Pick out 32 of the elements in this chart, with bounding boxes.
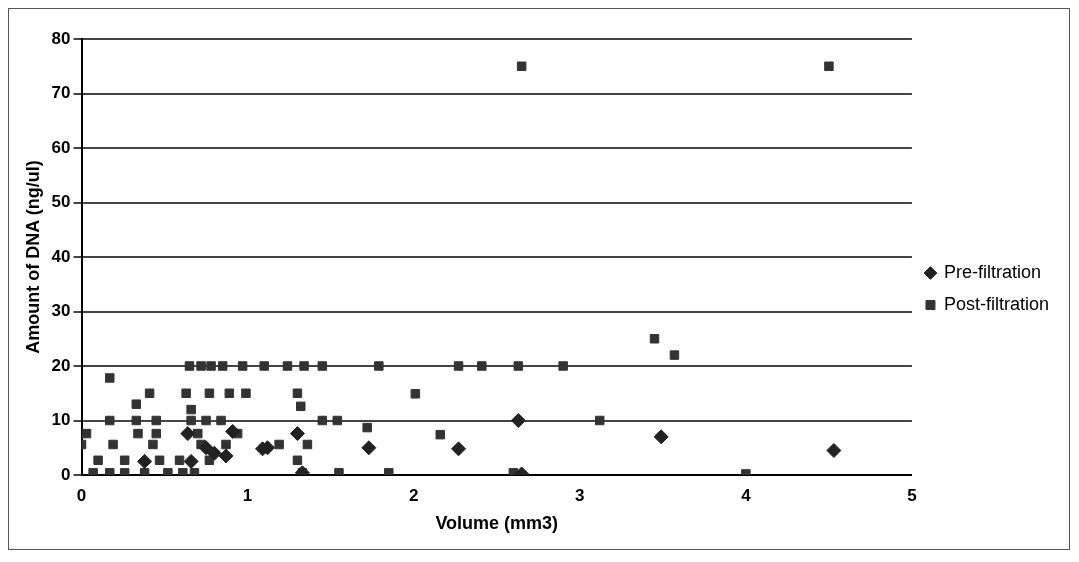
- point: [510, 413, 526, 428]
- y-tick-label: 50: [51, 192, 71, 212]
- y-tick-label: 20: [51, 355, 71, 375]
- point: [225, 423, 241, 439]
- x-tick-label: 3: [575, 485, 585, 505]
- point: [218, 448, 234, 464]
- x-axis-title: Volume (mm3): [435, 513, 559, 534]
- point: [361, 440, 377, 456]
- point: [198, 440, 214, 456]
- x-tick-label: 0: [76, 485, 87, 505]
- point: [180, 426, 196, 442]
- y-tick-label: 10: [51, 410, 71, 430]
- point: [137, 453, 153, 469]
- y-tick-label: 40: [51, 246, 71, 266]
- point: [183, 453, 199, 469]
- y-axis-title: Amount of DNA (ng/ul): [22, 160, 43, 354]
- x-tick-label: 4: [741, 485, 752, 505]
- point: [653, 429, 669, 445]
- y-tick-label: 70: [51, 83, 71, 103]
- x-tick-label: 2: [408, 485, 419, 505]
- x-tick-label: 5: [907, 485, 917, 505]
- y-tick-label: 80: [51, 28, 71, 48]
- x-tick-label: 1: [242, 485, 253, 505]
- legend-label: Post-filtration: [943, 293, 1050, 314]
- point: [451, 441, 467, 457]
- y-tick-label: 0: [61, 464, 71, 484]
- point: [826, 442, 842, 458]
- point: [289, 426, 305, 442]
- legend-label: Pre-filtration: [943, 261, 1041, 282]
- y-tick-label: 30: [51, 301, 71, 321]
- y-tick-label: 60: [51, 137, 71, 157]
- point: [206, 445, 222, 461]
